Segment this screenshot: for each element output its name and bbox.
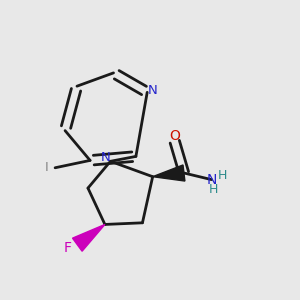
Text: H: H <box>209 183 218 196</box>
Polygon shape <box>73 224 105 251</box>
Text: F: F <box>64 242 72 255</box>
Text: N: N <box>148 84 158 97</box>
Text: N: N <box>206 172 217 187</box>
Text: O: O <box>169 129 180 143</box>
Text: I: I <box>45 160 49 173</box>
Text: H: H <box>218 169 227 182</box>
Text: N: N <box>101 151 110 164</box>
Polygon shape <box>153 165 185 181</box>
